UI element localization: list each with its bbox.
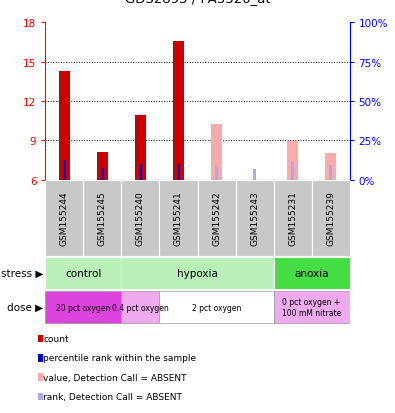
Bar — [273, 291, 350, 323]
Bar — [273, 180, 312, 256]
Bar — [160, 291, 273, 323]
Bar — [122, 291, 160, 323]
Bar — [198, 180, 235, 256]
Bar — [177, 164, 181, 180]
Text: 0 pct oxygen +
100 mM nitrate: 0 pct oxygen + 100 mM nitrate — [282, 298, 341, 317]
Bar — [214, 167, 218, 180]
Bar — [329, 166, 333, 180]
Text: hypoxia: hypoxia — [177, 268, 218, 278]
Bar — [291, 163, 294, 180]
Bar — [139, 164, 142, 180]
Text: rank, Detection Call = ABSENT: rank, Detection Call = ABSENT — [43, 392, 182, 401]
Bar — [325, 154, 336, 180]
Bar — [97, 152, 108, 180]
Bar — [135, 116, 146, 180]
Text: stress ▶: stress ▶ — [1, 268, 43, 278]
Bar — [160, 180, 198, 256]
Text: 0.4 pct oxygen: 0.4 pct oxygen — [112, 303, 169, 312]
Bar — [45, 257, 122, 290]
Text: GSM155244: GSM155244 — [60, 191, 69, 245]
Text: anoxia: anoxia — [294, 268, 329, 278]
Bar — [235, 180, 274, 256]
Text: GSM155241: GSM155241 — [174, 191, 183, 246]
Text: percentile rank within the sample: percentile rank within the sample — [43, 354, 196, 363]
Text: GSM155243: GSM155243 — [250, 191, 259, 246]
Bar — [253, 170, 256, 180]
Text: count: count — [43, 334, 69, 343]
Bar — [273, 257, 350, 290]
Text: GSM155245: GSM155245 — [98, 191, 107, 246]
Text: GSM155242: GSM155242 — [212, 191, 221, 245]
Bar — [211, 125, 222, 180]
Bar — [291, 163, 294, 180]
Bar — [122, 257, 274, 290]
Bar — [83, 180, 122, 256]
Bar — [62, 160, 66, 180]
Text: GDS2893 / PA3320_at: GDS2893 / PA3320_at — [125, 0, 270, 5]
Text: GSM155240: GSM155240 — [136, 191, 145, 246]
Text: 20 pct oxygen: 20 pct oxygen — [56, 303, 111, 312]
Text: GSM155231: GSM155231 — [288, 191, 297, 246]
Text: dose ▶: dose ▶ — [8, 302, 43, 312]
Text: 2 pct oxygen: 2 pct oxygen — [192, 303, 241, 312]
Bar — [122, 180, 160, 256]
Bar — [59, 71, 70, 180]
Bar — [45, 291, 122, 323]
Bar — [45, 180, 83, 256]
Text: control: control — [65, 268, 102, 278]
Text: GSM155239: GSM155239 — [326, 191, 335, 246]
Bar — [173, 41, 184, 180]
Bar — [287, 142, 298, 180]
Bar — [101, 169, 104, 180]
Text: value, Detection Call = ABSENT: value, Detection Call = ABSENT — [43, 373, 187, 382]
Bar — [312, 180, 350, 256]
